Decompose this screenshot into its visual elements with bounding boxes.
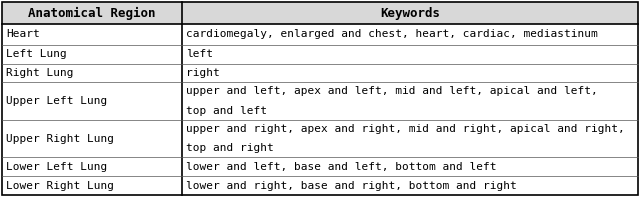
Text: Right Lung: Right Lung xyxy=(6,68,74,78)
Text: lower and right, base and right, bottom and right: lower and right, base and right, bottom … xyxy=(186,181,516,191)
Text: right: right xyxy=(186,68,220,78)
Text: Upper Left Lung: Upper Left Lung xyxy=(6,96,108,106)
Text: lower and left, base and left, bottom and left: lower and left, base and left, bottom an… xyxy=(186,162,497,172)
Text: upper and right, apex and right, mid and right, apical and right,: upper and right, apex and right, mid and… xyxy=(186,124,625,134)
Bar xyxy=(2,2,638,24)
Text: top and left: top and left xyxy=(186,106,267,116)
Text: cardiomegaly, enlarged and chest, heart, cardiac, mediastinum: cardiomegaly, enlarged and chest, heart,… xyxy=(186,29,598,39)
Text: top and right: top and right xyxy=(186,143,274,153)
Text: upper and left, apex and left, mid and left, apical and left,: upper and left, apex and left, mid and l… xyxy=(186,86,598,96)
Text: left: left xyxy=(186,49,213,59)
Text: Left Lung: Left Lung xyxy=(6,49,67,59)
Text: Keywords: Keywords xyxy=(380,7,440,20)
Text: Heart: Heart xyxy=(6,29,40,39)
Text: Upper Right Lung: Upper Right Lung xyxy=(6,134,114,144)
Text: Lower Left Lung: Lower Left Lung xyxy=(6,162,108,172)
Text: Lower Right Lung: Lower Right Lung xyxy=(6,181,114,191)
Text: Anatomical Region: Anatomical Region xyxy=(28,7,156,20)
